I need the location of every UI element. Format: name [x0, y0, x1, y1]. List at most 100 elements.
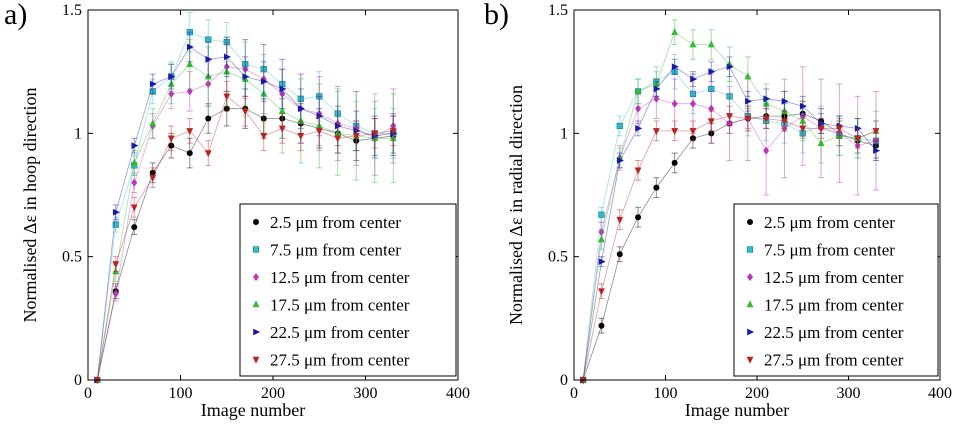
panel-b-data-point [653, 85, 661, 93]
panel-b-data-point [652, 128, 660, 136]
panel-a-data-point [149, 80, 157, 88]
panel-b-legend-marker [746, 300, 754, 308]
panel-b-data-point [671, 159, 678, 166]
panel-b-data-point [744, 72, 752, 80]
panel-b-legend-entry-4: 17.5 μm from center [764, 296, 904, 315]
panel-a-data-point [279, 89, 286, 98]
panel-a-data-point [168, 73, 176, 80]
panel-b-data-point [598, 235, 605, 243]
panel-b-plot: 0 100 200 300 400 0 0.5 1 1.5 Image number Normali… [506, 2, 952, 420]
panel-b-x-tick-label: 0 [570, 385, 578, 402]
panel-b-data-point [635, 125, 643, 132]
panel-b-series-4 [579, 19, 880, 383]
panel-b-data-point [689, 128, 697, 136]
panel-b-data-point [598, 258, 606, 265]
panel-b-data-point [872, 128, 880, 136]
panel-b-x-tick-label: 400 [928, 385, 952, 402]
panel-a-data-point [205, 36, 212, 43]
panel-a-data-point [223, 38, 230, 46]
panel-b-data-point [781, 106, 788, 114]
panel-a-data-point [297, 105, 305, 113]
panel-b-data-point [835, 125, 843, 133]
panel-a-data-point [241, 108, 249, 116]
panel-b-legend-entry-6: 27.5 μm from center [764, 351, 904, 370]
panel-a-y-tick-label: 0 [74, 372, 82, 389]
panel-a-legend-marker [253, 273, 259, 281]
panel-b-data-point [598, 211, 605, 218]
panel-a-legend-entry-1: 2.5 μm from center [270, 213, 401, 232]
panel-a-legend-marker [252, 300, 260, 308]
panel-b-data-point [726, 63, 734, 71]
panel-b-data-point [872, 136, 879, 145]
panel-b-data-point [762, 99, 770, 107]
panel-a-x-tick-label: 100 [169, 385, 193, 402]
panel-a-data-point [131, 142, 139, 150]
panel-a-data-point [205, 115, 212, 122]
panel-a-data-point [223, 67, 231, 75]
panel-b-legend-marker [746, 356, 754, 364]
panel-a-data-point [260, 133, 268, 140]
panel-a-data-point [279, 80, 286, 88]
panel-b-data-point [763, 95, 771, 103]
panel-a-data-point [167, 135, 175, 143]
panel-b-data-point [799, 112, 806, 121]
panel-a-y-tick-label: 1 [74, 125, 82, 142]
panel-b-data-point [781, 118, 788, 126]
panel-b-data-point [799, 125, 807, 133]
panel-a-data-point [278, 106, 286, 114]
panel-a-data-point [204, 72, 212, 80]
panel-b-legend-entry-2: 7.5 μm from center [764, 241, 895, 260]
panel-a-legend-box [239, 203, 457, 377]
panel-a-data-point [112, 208, 120, 216]
panel-a-legend-marker [252, 246, 260, 253]
panel-b-data-point [744, 115, 752, 123]
panel-b-data-point [818, 120, 826, 127]
panel-a-legend-marker [252, 356, 260, 364]
panel-a-data-point [149, 88, 156, 95]
panel-a-data-point [352, 133, 360, 140]
panel-b-data-point [653, 94, 660, 103]
panel-b-data-point [799, 102, 807, 110]
panel-a-y-tick-label: 1.5 [62, 2, 82, 19]
panel-b-data-point [708, 85, 715, 93]
panel-a-y-axis-label: Normalised Δε in hoop direction [20, 87, 40, 322]
panel-a-data-point [149, 119, 157, 127]
panel-b-data-point [671, 99, 678, 108]
panel-b-data-point [707, 118, 715, 126]
panel-a-legend-entry-6: 27.5 μm from center [270, 351, 410, 370]
panel-a-data-point [334, 110, 341, 117]
panel-a-letter: a) [4, 0, 28, 31]
panel-a-data-point [316, 93, 323, 100]
panel-b-legend-entry-3: 12.5 μm from center [764, 268, 904, 287]
panel-b-x-axis-label: Image number [685, 400, 789, 420]
panel-a-data-point [149, 174, 157, 182]
panel-a-y-tick-label: 0.5 [62, 249, 82, 266]
panel-b-data-point [854, 135, 862, 143]
panel-b-data-point [708, 68, 716, 76]
panel-a-plot: 0 100 200 300 400 0 0.5 1 1.5 Image number Normali… [20, 2, 470, 420]
panel-b-data-point [635, 214, 642, 221]
panel-b-data-point [726, 119, 733, 128]
panel-b-y-tick-label: 1.5 [548, 2, 568, 19]
panel-b-data-point [652, 79, 660, 87]
panel-b-data-point [616, 157, 624, 164]
panel-b-series-5 [580, 56, 881, 384]
panel-a-data-point [223, 105, 230, 112]
panel-a-data-point [334, 135, 342, 143]
panel-b-data-point [708, 130, 715, 137]
panel-a-data-point [297, 116, 305, 124]
panel-a-data-point [223, 93, 231, 101]
panel-a-data-point [278, 125, 286, 133]
panel-a-data-point [204, 150, 212, 158]
panel-a-data-point [260, 78, 268, 85]
panel-a-data-point [371, 130, 379, 138]
panel-a-data-point [130, 204, 138, 212]
panel-a-legend-entry-2: 7.5 μm from center [270, 241, 401, 260]
panel-b-data-point [817, 125, 825, 133]
panel-b-data-point [707, 40, 715, 48]
panel-a-legend-marker [253, 328, 261, 336]
panel-a-data-point [112, 289, 119, 298]
panel-a-data-point [353, 127, 361, 135]
panel-a-data-point [223, 62, 230, 71]
panel-b-data-point [689, 99, 696, 108]
